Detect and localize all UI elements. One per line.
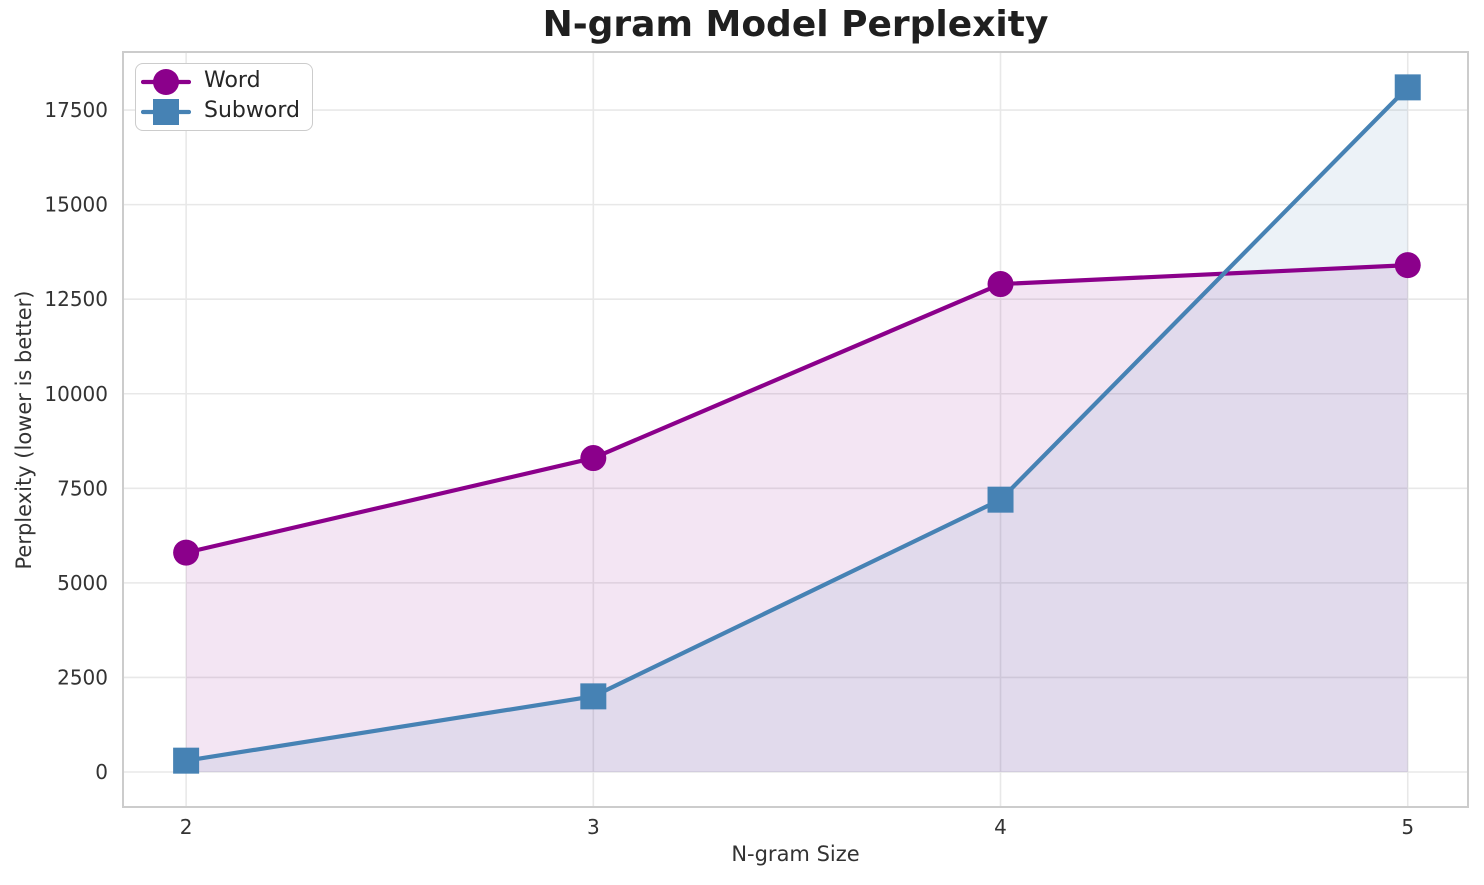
- legend-item-word: Word: [141, 67, 300, 97]
- y-tick-label: 7500: [57, 476, 108, 500]
- subword-area: [186, 87, 1408, 773]
- subword-line: [184, 85, 1410, 763]
- y-tick-label: 5000: [57, 571, 108, 595]
- y-tick-label: 10000: [44, 382, 108, 406]
- y-tick-label: 17500: [44, 98, 108, 122]
- subword-marker: [173, 747, 200, 774]
- word-line: [184, 263, 1410, 555]
- y-tick-label: 12500: [44, 287, 108, 311]
- legend-item-subword: Subword: [141, 97, 300, 127]
- x-tick-label: 5: [1401, 815, 1414, 839]
- subword-marker: [580, 683, 607, 710]
- square-marker-icon: [141, 99, 191, 125]
- legend-label: Word: [204, 68, 261, 93]
- word-marker: [173, 539, 200, 566]
- y-tick-label: 0: [95, 760, 108, 784]
- x-axis-label: N-gram Size: [731, 842, 860, 866]
- legend-label: Subword: [204, 98, 300, 123]
- legend: Word Subword: [135, 63, 313, 131]
- word-marker: [580, 445, 607, 472]
- subword-marker: [1394, 74, 1421, 101]
- circle-marker-icon: [141, 69, 191, 95]
- x-tick-label: 4: [994, 815, 1007, 839]
- word-marker: [1394, 252, 1421, 279]
- y-tick-label: 15000: [44, 193, 108, 217]
- x-tick-label: 3: [587, 815, 600, 839]
- chart-title: N-gram Model Perplexity: [542, 4, 1049, 45]
- subword-marker: [987, 486, 1014, 513]
- word-marker: [987, 271, 1014, 298]
- y-tick-label: 2500: [57, 665, 108, 689]
- x-tick-label: 2: [180, 815, 193, 839]
- word-area: [186, 265, 1408, 773]
- axes-spines: [122, 51, 1469, 808]
